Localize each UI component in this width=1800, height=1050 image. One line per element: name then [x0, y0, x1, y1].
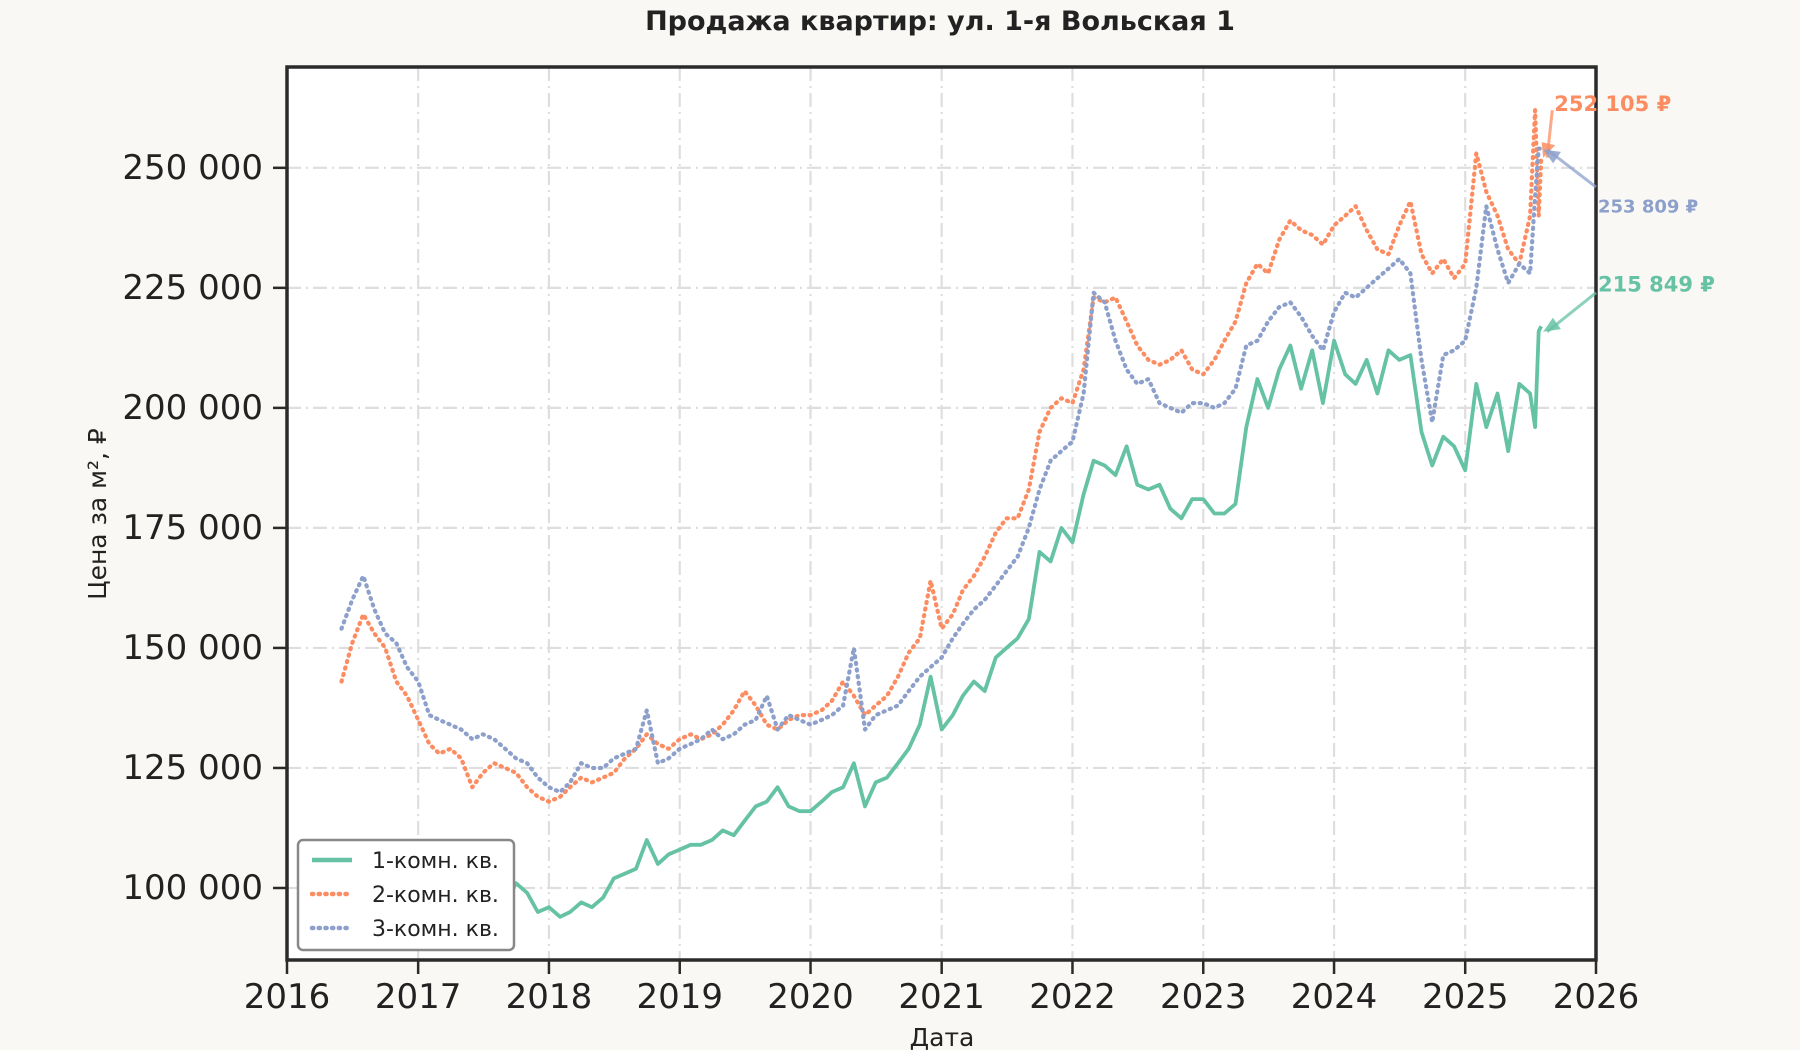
legend: 1-комн. кв. 2-комн. кв. 3-комн. кв. — [296, 838, 516, 952]
x-tick-label: 2025 — [1422, 977, 1509, 1017]
x-tick-label: 2026 — [1553, 977, 1640, 1017]
legend-label-1: 1-комн. кв. — [372, 849, 499, 874]
x-tick-label: 2022 — [1029, 977, 1116, 1017]
y-tick-label: 225 000 — [122, 268, 263, 308]
y-tick-label: 150 000 — [122, 628, 263, 668]
chart-title: Продажа квартир: ул. 1-я Вольская 1 — [645, 6, 1235, 37]
legend-label-2: 2-комн. кв. — [372, 883, 499, 908]
x-tick-label: 2024 — [1291, 977, 1378, 1017]
legend-label-3: 3-комн. кв. — [372, 917, 499, 942]
x-tick-label: 2019 — [636, 977, 723, 1017]
y-tick-label: 175 000 — [122, 508, 263, 548]
series-lines — [339, 108, 1544, 919]
x-tick-label: 2017 — [375, 977, 462, 1017]
annotation-label-2: 253 809 ₽ — [1598, 197, 1698, 218]
annotations: 252 105 ₽ 253 809 ₽ 215 849 ₽ — [1541, 92, 1715, 333]
annotation-arrowhead-3 — [1543, 317, 1561, 332]
y-tick-label: 250 000 — [122, 148, 263, 188]
series-line-1 — [503, 325, 1543, 919]
x-tick-label: 2018 — [506, 977, 593, 1017]
annotation-label-1: 252 105 ₽ — [1554, 92, 1671, 116]
y-tick-label: 100 000 — [122, 868, 263, 908]
annotation-label-3: 215 849 ₽ — [1598, 273, 1715, 297]
axis-ticks: 100 000 125 000 150 000 175 000 200 000 225 0… — [122, 148, 1639, 1017]
annotation-arrowhead-2 — [1543, 149, 1561, 164]
grid — [285, 67, 1598, 960]
series-line-2 — [339, 108, 1544, 804]
y-axis-label: Цена за м², ₽ — [83, 428, 112, 600]
x-axis-label: Дата — [910, 1023, 975, 1050]
legend-box — [296, 838, 516, 952]
series-line-3 — [339, 146, 1544, 795]
y-tick-label: 200 000 — [122, 388, 263, 428]
x-tick-label: 2020 — [767, 977, 854, 1017]
x-tick-label: 2016 — [244, 977, 331, 1017]
x-tick-label: 2023 — [1160, 977, 1247, 1017]
x-tick-label: 2021 — [898, 977, 985, 1017]
y-tick-label: 125 000 — [122, 748, 263, 788]
